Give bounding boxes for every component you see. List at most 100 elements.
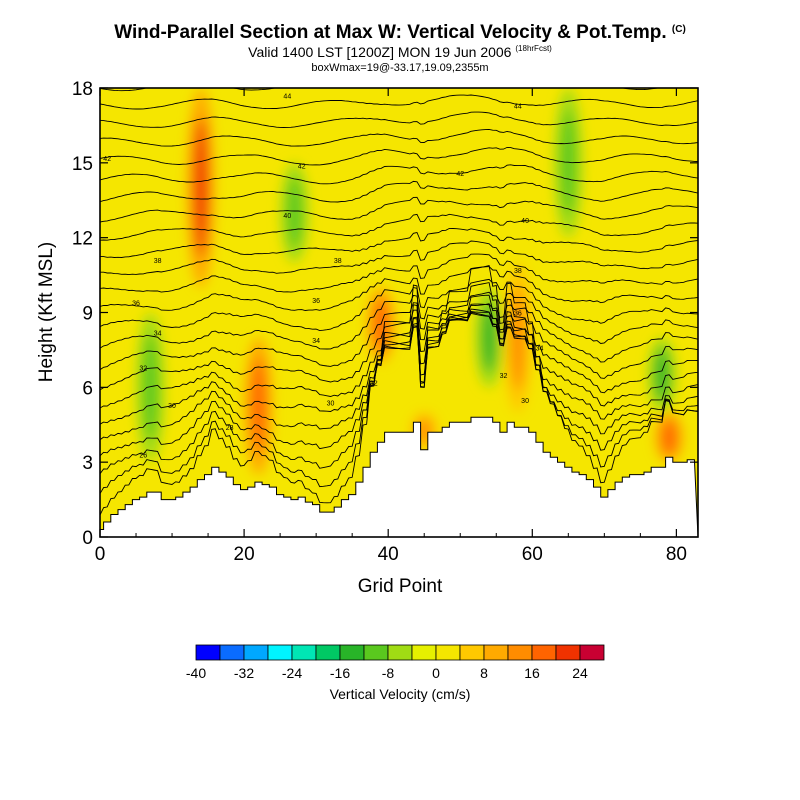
x-tick-label: 20 (234, 544, 255, 565)
colorbar-tick-label: -32 (234, 665, 254, 681)
colorbar-swatch (579, 644, 605, 661)
isotherm-line (100, 94, 698, 110)
chart-subtitle-text: Valid 1400 LST [1200Z] MON 19 Jun 2006 (248, 44, 512, 60)
colorbar-tick-label: 8 (480, 665, 488, 681)
colorbar-swatch (435, 644, 461, 661)
chart-subtitle: Valid 1400 LST [1200Z] MON 19 Jun 2006 (… (0, 44, 800, 60)
chart-title-mark: (C) (671, 24, 686, 35)
isotherm-line (100, 227, 698, 258)
isotherm-line (100, 196, 698, 223)
isotherm-label: 44 (283, 93, 291, 100)
isotherm-label: 26 (139, 453, 147, 460)
velocity-core-inner (510, 285, 525, 390)
forecast-note: (18hrFcst) (515, 44, 552, 53)
y-tick-label: 6 (82, 378, 93, 399)
isotherm-label: 38 (514, 268, 522, 275)
isotherm-line (100, 180, 698, 203)
isotherm-line (100, 146, 698, 166)
isotherm-label: 44 (514, 103, 522, 110)
isotherm-label: 28 (226, 425, 234, 432)
colorbar-tick-label: 16 (524, 665, 540, 681)
colorbar-swatch (243, 644, 269, 661)
isotherm-label: 38 (334, 258, 342, 265)
colorbar-swatch (267, 644, 293, 661)
terrain (100, 416, 698, 537)
isotherm-label: 36 (312, 298, 320, 305)
colorbar-swatch (483, 644, 509, 661)
colorbar-swatch (387, 644, 413, 661)
x-tick-label: 40 (378, 544, 399, 565)
isotherm-line (100, 266, 698, 311)
terrain-profile (100, 416, 698, 537)
velocity-core-inner (482, 302, 497, 373)
colorbar-swatch (459, 644, 485, 661)
colorbar-swatch (195, 644, 221, 661)
isotherm-line (100, 312, 698, 409)
y-tick-label: 12 (72, 229, 93, 250)
y-tick-label: 15 (72, 154, 93, 175)
velocity-field (136, 88, 684, 475)
isotherm-contours (100, 88, 698, 516)
velocity-core-inner (251, 358, 266, 455)
isotherm-line (100, 128, 698, 147)
isotherm-line (100, 278, 698, 332)
isotherm-line (100, 265, 698, 516)
isotherm-label: 42 (456, 171, 464, 178)
colorbar: -40 -32 -24 -16 -8 0 8 16 24 (186, 644, 605, 681)
isotherm-label: 36 (132, 301, 140, 308)
colorbar-swatch (411, 644, 437, 661)
isotherm-label: 30 (521, 398, 529, 405)
isotherm-line (100, 282, 698, 494)
velocity-core-inner (193, 117, 208, 258)
isotherm-label: 30 (327, 400, 335, 407)
colorbar-tick-label: -8 (382, 665, 395, 681)
colorbar-tick-label: 0 (432, 665, 440, 681)
isotherm-line (100, 311, 698, 425)
velocity-core-inner (662, 419, 677, 455)
colorbar-swatch (339, 644, 365, 661)
isotherm-labels: 44 44 42 42 42 40 40 38 38 38 36 36 36 34 34 34 32 32 32 30… (103, 93, 543, 459)
isotherm-line (100, 291, 698, 350)
colorbar-swatch (219, 644, 245, 661)
x-axis-label: Grid Point (358, 576, 443, 597)
colorbar-swatch (555, 644, 581, 661)
colorbar-tick-label: -16 (330, 665, 350, 681)
isotherm-label: 34 (312, 338, 320, 345)
isotherm-line (100, 164, 698, 185)
isotherm-label: 32 (500, 373, 508, 380)
plot-area: 44 44 42 42 42 40 40 38 38 38 36 36 36 34 34 34 32 32 32 30… (100, 88, 698, 537)
isotherm-label: 38 (154, 258, 162, 265)
colorbar-swatch (507, 644, 533, 661)
isotherm-label: 30 (168, 403, 176, 410)
isotherm-label: 40 (521, 218, 529, 225)
y-tick-label: 0 (82, 528, 93, 549)
isotherm-label: 36 (514, 311, 522, 318)
isotherm-line (100, 309, 698, 391)
isotherm-line (100, 111, 698, 128)
y-tick-label: 18 (72, 79, 93, 100)
colorbar-tick-label: 24 (572, 665, 588, 681)
colorbar-swatch (363, 644, 389, 661)
isotherm-line (100, 240, 698, 276)
colorbar-label: Vertical Velocity (cm/s) (330, 686, 471, 702)
y-axis-label: Height (Kft MSL) (36, 242, 57, 382)
isotherm-label: 34 (154, 330, 162, 337)
x-tick-label: 0 (95, 544, 106, 565)
isotherm-label: 40 (283, 213, 291, 220)
x-tick-label: 60 (522, 544, 543, 565)
isotherm-line (100, 213, 698, 241)
colorbar-swatch (291, 644, 317, 661)
y-tick-label: 3 (82, 453, 93, 474)
colorbar-swatch (531, 644, 557, 661)
isotherm-label: 32 (370, 380, 378, 387)
isotherm-label: 34 (536, 345, 544, 352)
isotherm-line (100, 253, 698, 293)
velocity-core-inner (143, 334, 158, 440)
isotherm-label: 32 (139, 365, 147, 372)
colorbar-swatch (315, 644, 341, 661)
velocity-core-inner (561, 110, 576, 216)
chart-title: Wind-Parallel Section at Max W: Vertical… (0, 22, 800, 44)
colorbar-tick-label: -40 (186, 665, 206, 681)
